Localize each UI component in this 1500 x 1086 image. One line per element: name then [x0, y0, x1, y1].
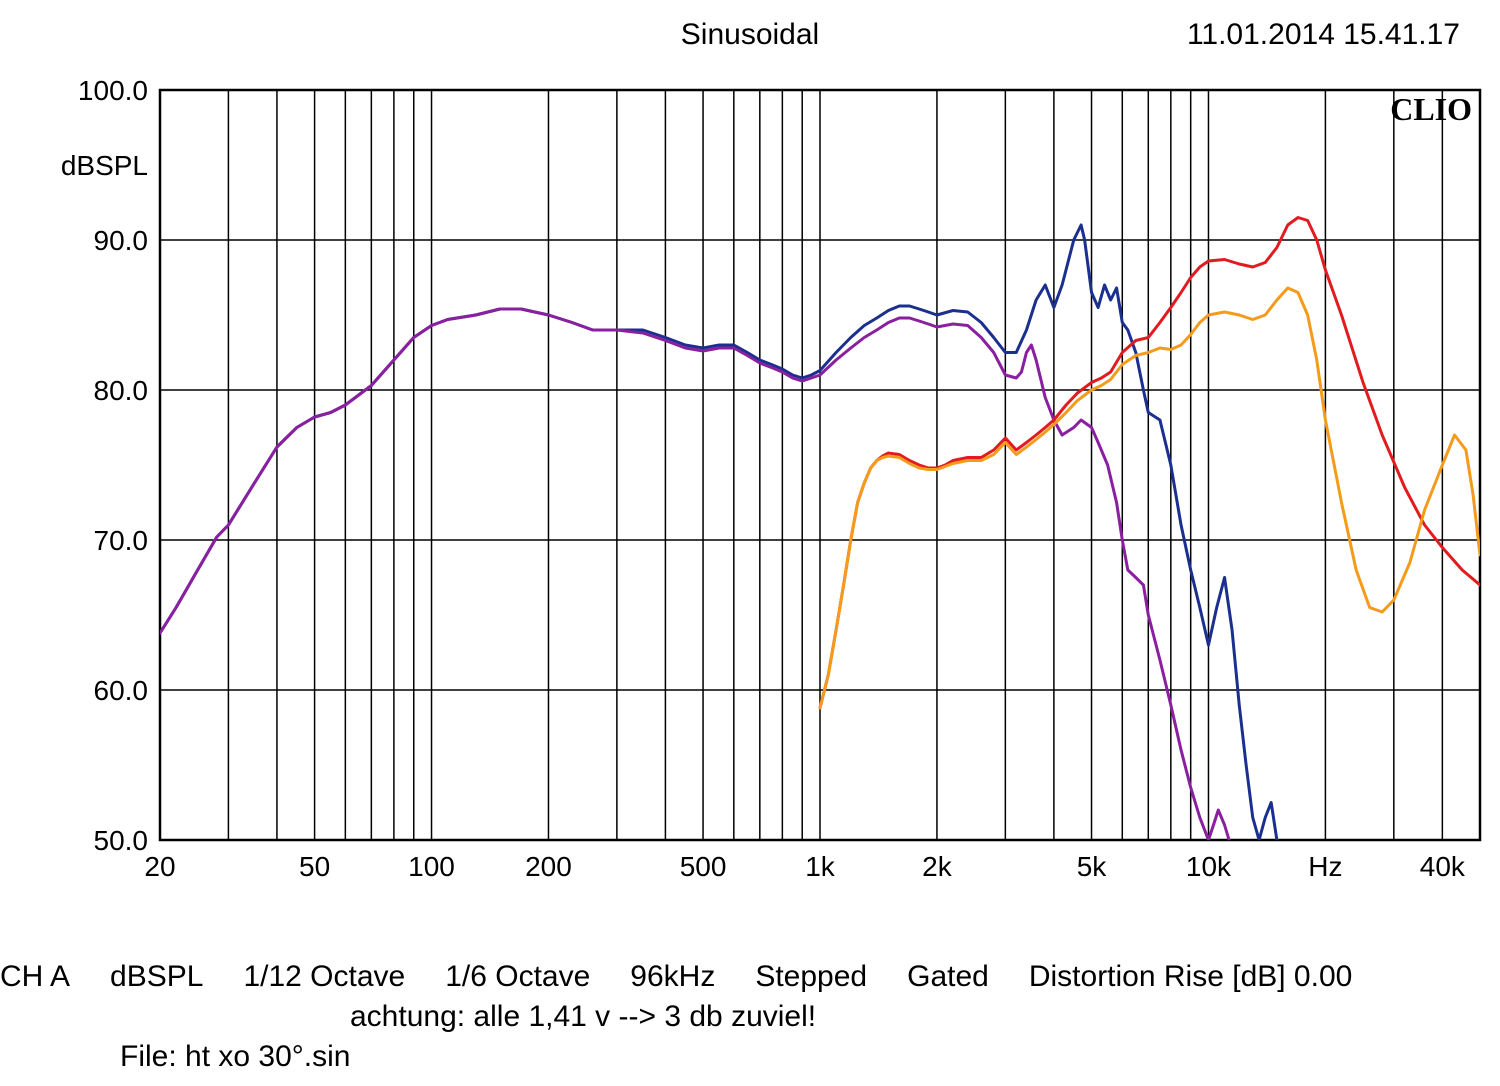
svg-text:5k: 5k [1077, 851, 1108, 882]
svg-text:60.0: 60.0 [94, 675, 149, 706]
svg-text:dBSPL: dBSPL [61, 150, 148, 181]
svg-text:80.0: 80.0 [94, 375, 149, 406]
chart-svg: 50.0 60.0 70.0 80.0 90.0 100.0 dBSPL 20 50 100 200… [60, 80, 1490, 920]
svg-text:10k: 10k [1186, 851, 1232, 882]
footer-file: File: ht xo 30°.sin [120, 1040, 350, 1074]
footer-param: Distortion Rise [dB] 0.00 [989, 960, 1352, 994]
svg-text:100.0: 100.0 [78, 80, 148, 106]
plot-area: 50.0 60.0 70.0 80.0 90.0 100.0 dBSPL 20 50 100 200… [60, 80, 1490, 920]
footer-param: 96kHz [590, 960, 715, 994]
svg-text:20: 20 [144, 851, 175, 882]
footer-param: 1/6 Octave [405, 960, 590, 994]
footer-param: dBSPL [70, 960, 203, 994]
footer-param: 1/12 Octave [203, 960, 405, 994]
svg-text:50: 50 [299, 851, 330, 882]
svg-text:2k: 2k [922, 851, 953, 882]
svg-text:500: 500 [680, 851, 727, 882]
footer-param: CH A [0, 960, 70, 994]
footer-param: Gated [867, 960, 989, 994]
chart-title: Sinusoidal [681, 18, 819, 52]
svg-text:40k: 40k [1420, 851, 1466, 882]
svg-text:CLIO: CLIO [1390, 91, 1472, 127]
footer-param: Stepped [715, 960, 867, 994]
footer-params: CH AdBSPL1/12 Octave1/6 Octave96kHzStepp… [0, 960, 1500, 994]
svg-text:90.0: 90.0 [94, 225, 149, 256]
svg-text:200: 200 [525, 851, 572, 882]
header-row: Sinusoidal 11.01.2014 15.41.17 [0, 18, 1500, 58]
svg-text:100: 100 [408, 851, 455, 882]
svg-text:50.0: 50.0 [94, 825, 149, 856]
svg-text:Hz: Hz [1308, 851, 1342, 882]
svg-text:1k: 1k [805, 851, 836, 882]
footer-note: achtung: alle 1,41 v --> 3 db zuviel! [350, 1000, 816, 1034]
svg-text:70.0: 70.0 [94, 525, 149, 556]
timestamp: 11.01.2014 15.41.17 [1187, 18, 1460, 52]
page-root: Sinusoidal 11.01.2014 15.41.17 50.0 60.0 7… [0, 0, 1500, 1086]
